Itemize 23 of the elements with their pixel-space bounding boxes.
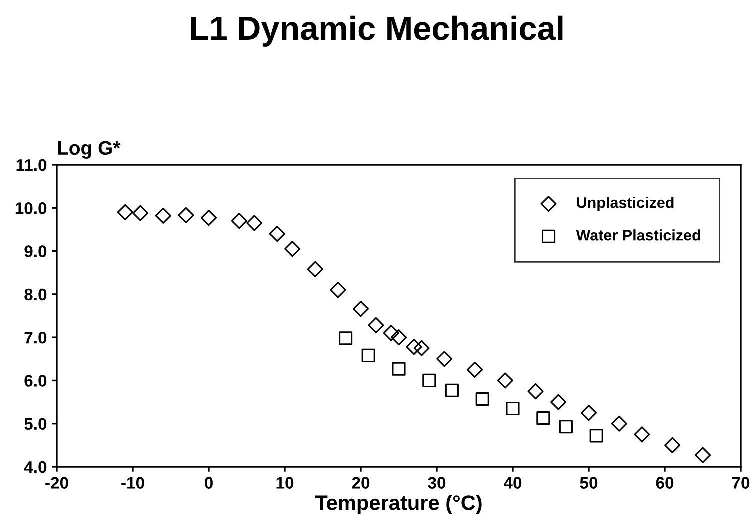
y-tick-label: 9.0: [24, 246, 47, 258]
x-tick-label: 10: [276, 477, 294, 489]
y-tick-label: 11.0: [16, 159, 47, 172]
legend-label: Unplasticized: [577, 197, 674, 212]
x-tick-label: 0: [205, 477, 213, 489]
y-tick-label: 8.0: [24, 288, 47, 301]
x-tick-label: 50: [580, 477, 598, 489]
x-tick-label: -10: [122, 477, 144, 489]
y-tick-label: 4.0: [24, 461, 47, 474]
y-tick-label: 5.0: [24, 418, 47, 430]
x-tick-label: 30: [428, 477, 446, 489]
x-tick-label: 60: [656, 477, 674, 489]
chart-title: L1 Dynamic Mechanical: [191, 16, 563, 47]
y-axis-title: Log G*: [58, 141, 121, 159]
legend-label: Water Plasticized: [576, 230, 700, 241]
x-tick-label: 20: [352, 477, 370, 489]
x-axis-title: Temperature (°C): [315, 495, 482, 514]
x-tick-label: 40: [504, 477, 522, 489]
y-tick-label: 7.0: [24, 332, 47, 344]
y-tick-label: 10.0: [16, 202, 47, 214]
y-tick-label: 6.0: [24, 375, 47, 387]
x-tick-label: -20: [46, 477, 68, 489]
x-tick-label: 70: [732, 477, 750, 489]
